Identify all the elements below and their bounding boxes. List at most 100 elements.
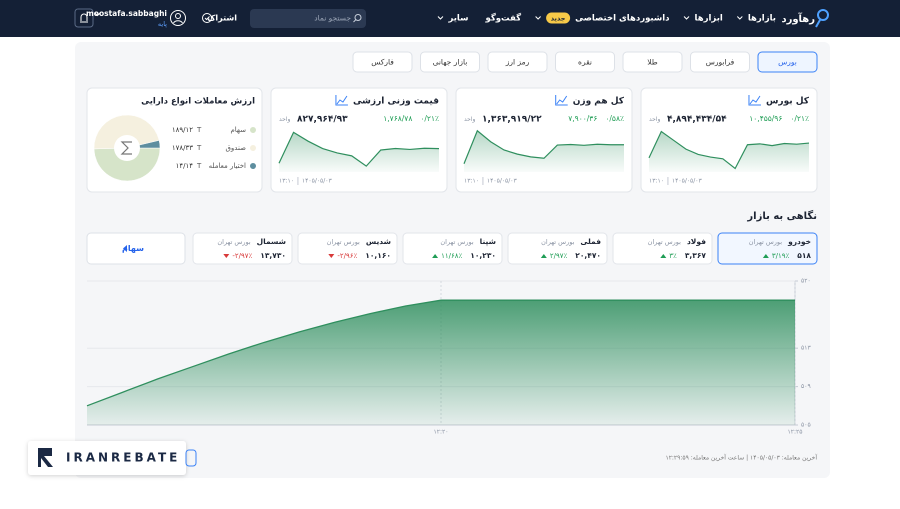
bell-button[interactable] xyxy=(74,8,94,28)
sparkline-area xyxy=(649,131,809,172)
watermark-text: IRANREBATE xyxy=(66,451,180,465)
index-change-percent: ۰/۵۸٪ xyxy=(605,114,624,123)
market-tab-label[interactable]: طلا xyxy=(647,58,657,67)
market-tab-label[interactable]: فارکس xyxy=(371,58,394,67)
legend-swatch xyxy=(250,127,256,133)
y-tick-label: ۵۰۹ xyxy=(801,383,811,390)
market-tab[interactable] xyxy=(690,51,750,73)
stock-card[interactable] xyxy=(297,232,398,265)
plan-label: پایه xyxy=(158,20,167,28)
legend-label: صندوق xyxy=(225,144,246,152)
market-tab-label[interactable]: فرابورس xyxy=(706,58,735,67)
legend-label: اختیار معامله xyxy=(209,162,246,170)
new-badge xyxy=(546,12,571,24)
stock-price: ۱۰,۲۳۰ xyxy=(470,251,496,260)
stock-exchange: بورس تهران xyxy=(440,238,473,246)
index-value: ۸۲۷,۹۶۴/۹۳ xyxy=(297,115,348,125)
market-tab[interactable] xyxy=(420,51,480,73)
y-tick-label: ۵۰۵ xyxy=(801,422,811,429)
more-caret[interactable] xyxy=(123,245,127,252)
nav-chevron[interactable] xyxy=(683,16,690,20)
stock-exchange: بورس تهران xyxy=(749,238,782,246)
chart-icon xyxy=(555,95,568,106)
user-chevron[interactable] xyxy=(94,12,101,17)
stock-symbol[interactable]: فملی xyxy=(580,237,601,246)
up-arrow xyxy=(540,254,547,258)
stock-card[interactable] xyxy=(612,232,713,265)
stock-symbol[interactable]: فولاد xyxy=(687,237,706,246)
hidden-button[interactable] xyxy=(185,449,197,467)
market-tab-label[interactable]: بازار جهانی xyxy=(433,58,468,67)
stock-price: ۱۰,۱۶۰ xyxy=(365,251,391,260)
legend-swatch xyxy=(250,145,256,151)
stock-card[interactable] xyxy=(717,232,818,265)
price-line xyxy=(86,299,795,407)
value-label: ۱۴/۱۴ xyxy=(176,162,194,170)
y-tick-label: ۵۲۰ xyxy=(801,278,811,285)
nav-menu-item[interactable]: داشبوردهای اختصاصی xyxy=(575,14,670,24)
market-tab[interactable] xyxy=(622,51,683,73)
sparkline xyxy=(648,130,810,170)
value-unit: T xyxy=(196,144,202,152)
index-date: ۱۴۰۵/۰۵/۰۳ xyxy=(672,178,703,185)
index-value: ۴,۸۹۴,۴۳۴/۵۴ xyxy=(667,115,727,125)
stock-symbol[interactable]: شسمال xyxy=(257,237,286,246)
market-tab-label[interactable]: نقره xyxy=(578,58,592,67)
nav-chevron[interactable] xyxy=(535,16,541,20)
market-tab[interactable] xyxy=(757,51,818,73)
sparkline xyxy=(463,129,625,164)
search-placeholder: جستجو نماد xyxy=(314,14,351,23)
market-tab[interactable] xyxy=(555,51,615,73)
stock-card[interactable] xyxy=(507,232,608,265)
index-time: ۱۳:۱۰ xyxy=(649,178,664,185)
market-tab[interactable] xyxy=(487,51,548,73)
nav-chevron[interactable] xyxy=(437,16,444,20)
nav-menu-item[interactable]: ابزارها xyxy=(695,14,723,24)
stock-price: ۳,۳۶۷ xyxy=(685,251,707,260)
pie-hole xyxy=(114,135,140,161)
legend-label: سهام xyxy=(230,126,246,134)
stock-exchange: بورس تهران xyxy=(648,238,681,246)
nav-menu-item[interactable]: بازارها xyxy=(748,14,776,24)
pie-slice xyxy=(93,147,161,182)
index-date: ۱۴۰۵/۰۵/۰۳ xyxy=(302,178,333,185)
index-time: ۱۳:۱۰ xyxy=(464,178,479,185)
value-label: ۱۷۸/۳۳ xyxy=(172,144,193,152)
chart-icon xyxy=(335,95,348,106)
chart-icon xyxy=(748,95,761,106)
stock-symbol[interactable]: شدیس xyxy=(366,237,391,246)
market-tab-label[interactable]: بورس xyxy=(778,58,797,67)
price-area xyxy=(87,300,795,425)
search-box[interactable] xyxy=(250,9,366,28)
pie-slice xyxy=(93,114,160,150)
sparkline xyxy=(278,131,440,167)
stock-symbol[interactable]: خودرو xyxy=(787,237,811,246)
more-button[interactable] xyxy=(86,232,186,265)
up-arrow xyxy=(660,254,667,258)
value-label: ۱۸۹/۱۲ xyxy=(172,126,193,134)
more-button-label[interactable]: سهام xyxy=(122,244,144,253)
stock-card[interactable] xyxy=(192,232,293,265)
stock-symbol[interactable]: شپنا xyxy=(480,237,496,246)
stock-exchange: بورس تهران xyxy=(541,238,574,246)
stock-change: -۲/۹۶٪ xyxy=(337,252,357,260)
nav-chevron[interactable] xyxy=(736,16,743,20)
market-tab[interactable] xyxy=(352,51,413,73)
index-change: ۱۰,۴۵۵/۹۶ xyxy=(749,114,782,123)
nav-menu-item[interactable]: سایر xyxy=(447,14,468,24)
stock-card[interactable] xyxy=(402,232,503,265)
index-unit: واحد xyxy=(649,116,661,123)
username: moostafa.sabbaghi xyxy=(86,9,167,18)
index-time: ۱۳:۱۰ xyxy=(279,178,294,185)
user-avatar[interactable] xyxy=(170,10,186,26)
sigma-icon xyxy=(120,141,132,155)
stock-change: -۲/۹۷٪ xyxy=(232,252,252,260)
market-tab-label[interactable]: رمز ارز xyxy=(505,58,530,67)
subscription-link[interactable]: اشتراک xyxy=(207,14,237,23)
logo-text: رهآورد xyxy=(781,12,815,25)
watermark-box xyxy=(28,441,186,475)
logo-icon xyxy=(815,9,829,28)
nav-menu-item[interactable]: گفت‌وگو xyxy=(484,13,521,24)
